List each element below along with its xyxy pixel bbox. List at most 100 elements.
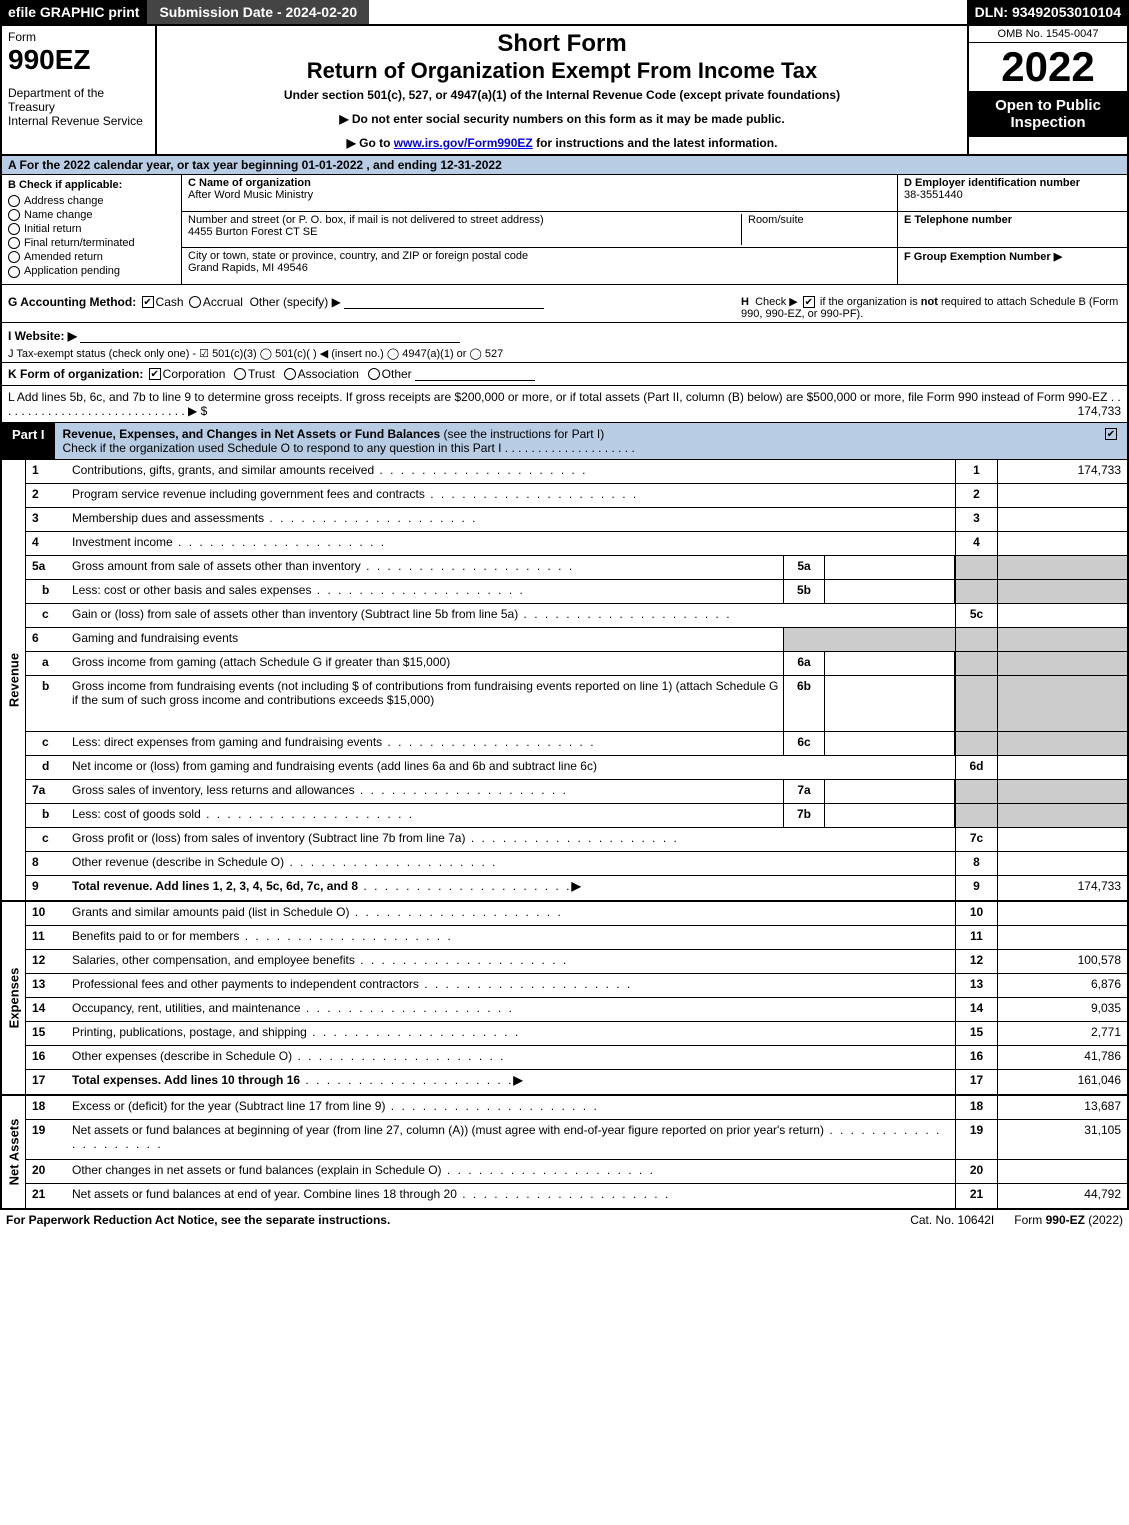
- warning-ssn: ▶ Do not enter social security numbers o…: [165, 112, 959, 126]
- org-name-row: C Name of organization After Word Music …: [182, 175, 897, 212]
- chk-trust[interactable]: [234, 368, 246, 380]
- line-2: 2Program service revenue including gover…: [26, 484, 1127, 508]
- open-to-public: Open to Public Inspection: [969, 91, 1127, 137]
- chk-cash[interactable]: [142, 296, 154, 308]
- form-header: Form 990EZ Department of the Treasury In…: [2, 26, 1127, 156]
- col-b: B Check if applicable: Address change Na…: [2, 175, 182, 284]
- page-footer: For Paperwork Reduction Act Notice, see …: [0, 1210, 1129, 1230]
- form-label: Form: [8, 30, 149, 44]
- row-k-form-org: K Form of organization: Corporation Trus…: [2, 363, 1127, 386]
- other-specify-line[interactable]: [344, 308, 544, 309]
- omb-number: OMB No. 1545-0047: [969, 26, 1127, 43]
- part1-checknote: Check if the organization used Schedule …: [63, 441, 635, 455]
- line-6c: cLess: direct expenses from gaming and f…: [26, 732, 1127, 756]
- expenses-label: Expenses: [2, 902, 26, 1094]
- cat-no: Cat. No. 10642I: [890, 1213, 1014, 1227]
- tax-year: 2022: [969, 43, 1127, 91]
- line-20: 20Other changes in net assets or fund ba…: [26, 1160, 1127, 1184]
- line-1: 1Contributions, gifts, grants, and simil…: [26, 460, 1127, 484]
- city-label: City or town, state or province, country…: [188, 250, 528, 262]
- irs-link[interactable]: www.irs.gov/Form990EZ: [394, 136, 533, 150]
- chk-accrual[interactable]: [189, 296, 201, 308]
- addr-label: Number and street (or P. O. box, if mail…: [188, 214, 544, 226]
- row-j-tax-exempt: J Tax-exempt status (check only one) - ☑…: [2, 345, 1127, 363]
- chk-application-pending[interactable]: Application pending: [8, 265, 175, 277]
- ein-value: 38-3551440: [904, 189, 963, 201]
- chk-schedule-b[interactable]: [803, 296, 815, 308]
- line-7a: 7aGross sales of inventory, less returns…: [26, 780, 1127, 804]
- chk-final-return[interactable]: Final return/terminated: [8, 237, 175, 249]
- row-a-tax-year: A For the 2022 calendar year, or tax yea…: [2, 156, 1127, 175]
- line-6b: bGross income from fundraising events (n…: [26, 676, 1127, 732]
- department: Department of the Treasury Internal Reve…: [8, 86, 149, 128]
- line-8: 8Other revenue (describe in Schedule O)8: [26, 852, 1127, 876]
- line-21: 21Net assets or fund balances at end of …: [26, 1184, 1127, 1208]
- form-title: Return of Organization Exempt From Incom…: [165, 58, 959, 84]
- efile-print-label[interactable]: efile GRAPHIC print: [0, 0, 147, 24]
- expenses-block: Expenses 10Grants and similar amounts pa…: [2, 902, 1127, 1096]
- line-6: 6Gaming and fundraising events: [26, 628, 1127, 652]
- line-15: 15Printing, publications, postage, and s…: [26, 1022, 1127, 1046]
- city-value: Grand Rapids, MI 49546: [188, 262, 308, 274]
- goto-link-line: ▶ Go to www.irs.gov/Form990EZ for instru…: [165, 136, 959, 150]
- revenue-label: Revenue: [2, 460, 26, 900]
- line-4: 4Investment income4: [26, 532, 1127, 556]
- phone-row: E Telephone number: [898, 212, 1127, 249]
- row-gh: G Accounting Method: Cash Accrual Other …: [2, 285, 1127, 323]
- header-center: Short Form Return of Organization Exempt…: [157, 26, 967, 154]
- part1-tag: Part I: [2, 423, 55, 459]
- addr-value: 4455 Burton Forest CT SE: [188, 226, 317, 238]
- goto-post: for instructions and the latest informat…: [533, 136, 778, 150]
- line-5a: 5aGross amount from sale of assets other…: [26, 556, 1127, 580]
- col-def: D Employer identification number 38-3551…: [897, 175, 1127, 284]
- line-5c: cGain or (loss) from sale of assets othe…: [26, 604, 1127, 628]
- line-10: 10Grants and similar amounts paid (list …: [26, 902, 1127, 926]
- h-schedule-b: H Check ▶ if the organization is not req…: [741, 295, 1121, 320]
- section-bcdef: B Check if applicable: Address change Na…: [2, 175, 1127, 285]
- row-l-gross-receipts: L Add lines 5b, 6c, and 7b to line 9 to …: [2, 386, 1127, 423]
- line-18: 18Excess or (deficit) for the year (Subt…: [26, 1096, 1127, 1120]
- goto-pre: ▶ Go to: [347, 136, 394, 150]
- l-amount: 174,733: [1078, 404, 1121, 418]
- line-12: 12Salaries, other compensation, and empl…: [26, 950, 1127, 974]
- paperwork-notice: For Paperwork Reduction Act Notice, see …: [6, 1213, 890, 1227]
- chk-other-org[interactable]: [368, 368, 380, 380]
- city-row: City or town, state or province, country…: [182, 248, 897, 284]
- short-form-label: Short Form: [165, 30, 959, 58]
- chk-initial-return[interactable]: Initial return: [8, 223, 175, 235]
- chk-association[interactable]: [284, 368, 296, 380]
- revenue-block: Revenue 1Contributions, gifts, grants, a…: [2, 460, 1127, 902]
- line-3: 3Membership dues and assessments3: [26, 508, 1127, 532]
- line-19: 19Net assets or fund balances at beginni…: [26, 1120, 1127, 1160]
- accounting-method: G Accounting Method: Cash Accrual Other …: [8, 295, 741, 320]
- line-17: 17Total expenses. Add lines 10 through 1…: [26, 1070, 1127, 1094]
- line-13: 13Professional fees and other payments t…: [26, 974, 1127, 998]
- part1-header: Part I Revenue, Expenses, and Changes in…: [2, 423, 1127, 460]
- chk-amended-return[interactable]: Amended return: [8, 251, 175, 263]
- line-9: 9Total revenue. Add lines 1, 2, 3, 4, 5c…: [26, 876, 1127, 900]
- row-i-website: I Website: ▶: [2, 323, 1127, 345]
- submission-date: Submission Date - 2024-02-20: [147, 0, 369, 24]
- form-container: Form 990EZ Department of the Treasury In…: [0, 24, 1129, 1210]
- d-label: D Employer identification number: [904, 177, 1080, 189]
- other-org-line[interactable]: [415, 380, 535, 381]
- form-number: 990EZ: [8, 44, 149, 76]
- header-right: OMB No. 1545-0047 2022 Open to Public In…: [967, 26, 1127, 154]
- chk-schedule-o[interactable]: [1105, 428, 1117, 440]
- ein-row: D Employer identification number 38-3551…: [898, 175, 1127, 212]
- website-line[interactable]: [80, 342, 460, 343]
- part1-title: Revenue, Expenses, and Changes in Net As…: [55, 423, 1095, 459]
- room-suite: Room/suite: [741, 214, 891, 246]
- address-row: Number and street (or P. O. box, if mail…: [182, 212, 897, 249]
- f-label: F Group Exemption Number ▶: [904, 251, 1062, 263]
- chk-corporation[interactable]: [149, 368, 161, 380]
- form-subtitle: Under section 501(c), 527, or 4947(a)(1)…: [165, 88, 959, 102]
- chk-address-change[interactable]: Address change: [8, 195, 175, 207]
- line-6d: dNet income or (loss) from gaming and fu…: [26, 756, 1127, 780]
- top-bar: efile GRAPHIC print Submission Date - 20…: [0, 0, 1129, 24]
- e-label: E Telephone number: [904, 214, 1012, 226]
- dln: DLN: 93492053010104: [967, 0, 1129, 24]
- l-text: L Add lines 5b, 6c, and 7b to line 9 to …: [8, 390, 1121, 418]
- group-exemption-row: F Group Exemption Number ▶: [898, 248, 1127, 284]
- chk-name-change[interactable]: Name change: [8, 209, 175, 221]
